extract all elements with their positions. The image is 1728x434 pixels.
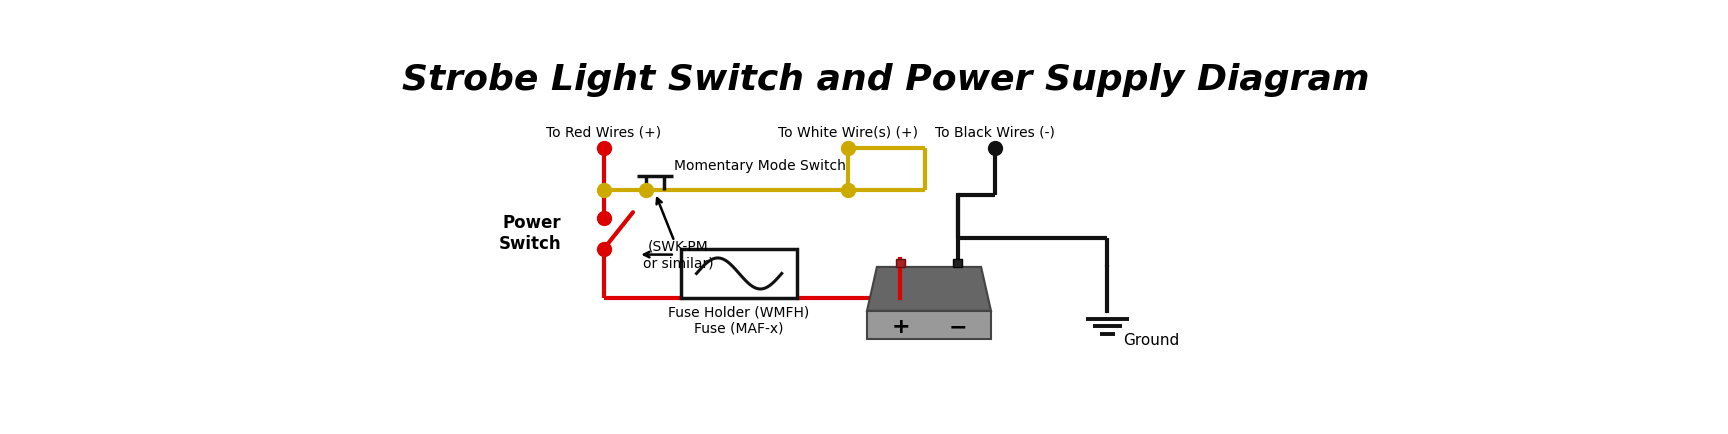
Text: +: + [892, 317, 911, 337]
Text: Fuse Holder (WMFH)
Fuse (MAF-x): Fuse Holder (WMFH) Fuse (MAF-x) [669, 306, 810, 335]
Bar [952, 259, 962, 267]
Text: Strobe Light Switch and Power Supply Diagram: Strobe Light Switch and Power Supply Dia… [403, 63, 1369, 97]
Text: Power
Switch: Power Switch [498, 214, 562, 253]
Text: −: − [949, 317, 968, 337]
Bar [895, 259, 905, 267]
Text: To Red Wires (+): To Red Wires (+) [546, 126, 662, 140]
Text: (SWK-PM
or similar): (SWK-PM or similar) [643, 240, 714, 270]
Text: Momentary Mode Switch: Momentary Mode Switch [674, 159, 847, 173]
Bar [681, 249, 797, 298]
Text: Ground: Ground [1123, 332, 1178, 348]
Polygon shape [867, 311, 990, 339]
Text: To Black Wires (-): To Black Wires (-) [935, 126, 1054, 140]
Text: To White Wire(s) (+): To White Wire(s) (+) [778, 126, 918, 140]
Polygon shape [867, 267, 990, 311]
